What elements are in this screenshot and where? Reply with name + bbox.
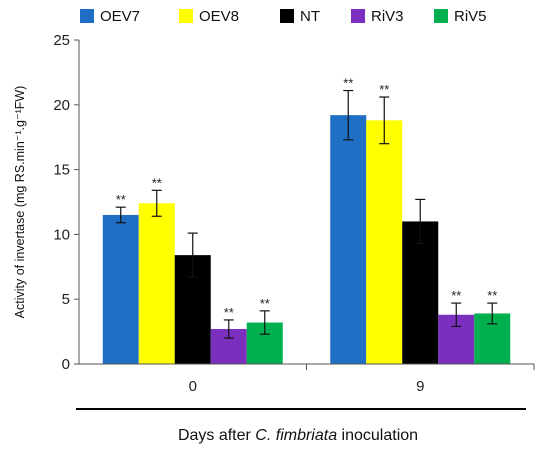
bar-oev7-day-0 <box>102 214 139 364</box>
plot-area: ** ** ** ** ** ** ** ** <box>102 76 511 365</box>
y-tick-label: 25 <box>53 32 70 49</box>
y-tick-label: 20 <box>53 97 70 114</box>
x-tick-label: 9 <box>416 378 424 395</box>
significance-mark: ** <box>224 305 234 320</box>
significance-mark: ** <box>487 288 497 303</box>
legend-swatch-nt <box>280 9 294 23</box>
x-tick-label: 0 <box>189 378 197 395</box>
x-axis-label-part-2: C. fimbriata <box>255 427 337 444</box>
y-axis-label: Activity of invertase (mg RS.min⁻¹.g⁻¹FW… <box>13 86 27 319</box>
significance-mark: ** <box>152 175 162 190</box>
bar-oev8-day-9 <box>366 120 403 365</box>
bar-oev8-day-0 <box>138 203 175 364</box>
legend-swatch-riv3 <box>351 9 365 23</box>
y-tick-label: 10 <box>53 226 70 243</box>
significance-mark: ** <box>451 288 461 303</box>
legend-swatch-oev8 <box>179 9 193 23</box>
bar-oev7-day-9 <box>330 115 367 364</box>
legend-swatch-oev7 <box>80 9 94 23</box>
y-axis: 0 5 10 15 20 25 <box>53 32 80 373</box>
legend-label-nt: NT <box>300 8 320 25</box>
x-axis-label-part-1: Days after <box>178 427 255 444</box>
legend-label-oev7: OEV7 <box>100 8 140 25</box>
y-tick-label: 15 <box>53 162 70 179</box>
legend-label-riv5: RiV5 <box>454 8 487 25</box>
y-tick-label: 5 <box>62 291 70 308</box>
y-tick-label: 0 <box>62 356 70 373</box>
legend-swatch-riv5 <box>434 9 448 23</box>
legend-label-riv3: RiV3 <box>371 8 404 25</box>
x-axis-label: Days after C. fimbriata inoculation <box>178 427 418 444</box>
legend-label-oev8: OEV8 <box>199 8 239 25</box>
significance-mark: ** <box>260 296 270 311</box>
x-axis-label-part-3: inoculation <box>337 427 418 444</box>
significance-mark: ** <box>116 192 126 207</box>
significance-mark: ** <box>379 82 389 97</box>
legend: OEV7 OEV8 NT RiV3 RiV5 <box>80 8 487 25</box>
bar-nt-day-9 <box>402 221 439 364</box>
significance-mark: ** <box>343 76 353 91</box>
